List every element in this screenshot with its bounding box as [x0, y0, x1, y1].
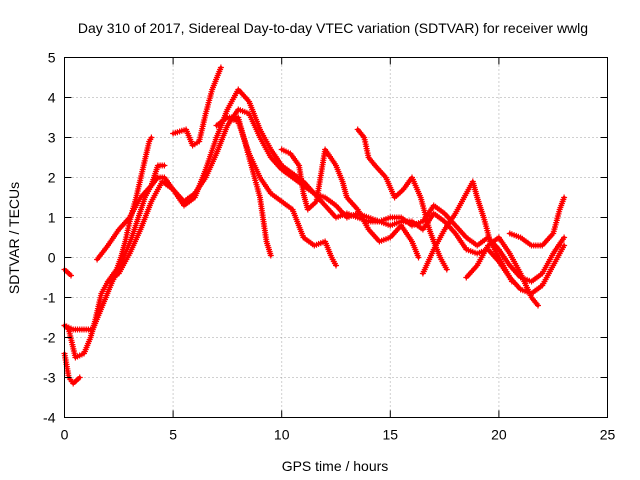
x-tick-label: 0	[61, 427, 69, 443]
data-series	[61, 64, 568, 387]
y-tick-label: 4	[48, 90, 56, 106]
y-tick-label: 2	[48, 170, 56, 186]
y-tick-label: 1	[48, 210, 56, 226]
series-track-6	[170, 64, 224, 149]
series-track-14	[61, 266, 74, 279]
y-tick-label: 3	[48, 130, 56, 146]
series-track-12	[463, 234, 541, 309]
series-track-11	[419, 178, 515, 285]
y-tick-label: 5	[48, 50, 56, 66]
plot-frame	[64, 57, 608, 418]
series-points	[170, 64, 224, 149]
y-tick-label: -3	[43, 370, 56, 386]
series-points	[506, 194, 568, 249]
series-points	[354, 126, 450, 273]
series-track-13	[506, 194, 568, 249]
axis-ticks: 0 5 10 15 20 25 -4 -3 -2 -1 0 1 2 3 4 5	[43, 50, 615, 443]
series-points	[463, 234, 541, 309]
grid-lines	[64, 57, 608, 418]
y-tick-label: -1	[43, 290, 56, 306]
series-track-3	[61, 106, 568, 333]
x-tick-label: 10	[274, 427, 290, 443]
x-tick-label: 20	[491, 427, 507, 443]
series-points	[419, 178, 515, 285]
y-tick-label: 0	[48, 250, 56, 266]
series-track-8	[224, 114, 339, 269]
y-axis-label: SDTVAR / TECUs	[6, 182, 22, 294]
y-tick-label: -4	[43, 410, 56, 426]
x-tick-label: 25	[600, 427, 616, 443]
x-tick-label: 5	[169, 427, 177, 443]
series-points	[61, 266, 74, 279]
series-track-10	[354, 126, 450, 273]
series-track-9	[278, 146, 422, 261]
y-tick-label: -2	[43, 330, 56, 346]
x-axis-label: GPS time / hours	[282, 458, 389, 474]
series-points	[278, 146, 422, 261]
series-points	[94, 162, 168, 263]
x-tick-label: 15	[383, 427, 399, 443]
chart-title: Day 310 of 2017, Sidereal Day-to-day VTE…	[78, 20, 588, 36]
series-points	[224, 114, 339, 269]
series-points	[61, 106, 568, 333]
series-track-4	[94, 162, 168, 263]
